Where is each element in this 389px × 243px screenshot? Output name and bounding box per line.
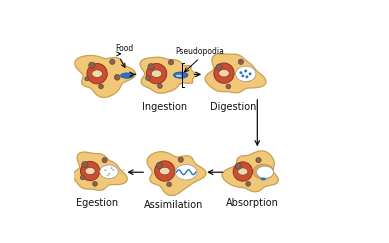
Circle shape: [245, 75, 249, 78]
Circle shape: [167, 182, 172, 187]
Circle shape: [114, 74, 120, 80]
Circle shape: [80, 175, 84, 180]
Polygon shape: [147, 152, 206, 196]
Circle shape: [119, 170, 120, 172]
Ellipse shape: [236, 66, 256, 82]
Circle shape: [82, 161, 88, 168]
Circle shape: [89, 62, 95, 68]
Text: Food: Food: [115, 44, 133, 53]
Circle shape: [249, 72, 252, 75]
Ellipse shape: [238, 168, 248, 175]
Polygon shape: [75, 55, 135, 97]
Ellipse shape: [173, 72, 188, 78]
Ellipse shape: [100, 165, 118, 179]
Text: Digestion: Digestion: [210, 102, 256, 112]
Circle shape: [146, 63, 167, 84]
Ellipse shape: [92, 70, 102, 78]
Circle shape: [102, 157, 107, 163]
Circle shape: [110, 167, 112, 169]
Circle shape: [245, 76, 251, 82]
Text: Ingestion: Ingestion: [142, 102, 187, 112]
Circle shape: [235, 163, 242, 169]
Ellipse shape: [219, 69, 229, 77]
Circle shape: [256, 157, 261, 163]
Circle shape: [238, 59, 244, 64]
Ellipse shape: [257, 166, 273, 178]
Circle shape: [81, 161, 100, 181]
Polygon shape: [140, 57, 195, 93]
Circle shape: [98, 84, 103, 89]
Circle shape: [109, 173, 110, 175]
Circle shape: [233, 162, 252, 181]
Circle shape: [104, 169, 106, 171]
Circle shape: [87, 63, 107, 84]
Circle shape: [216, 64, 222, 70]
Circle shape: [148, 63, 154, 70]
Polygon shape: [205, 54, 266, 93]
Polygon shape: [73, 152, 127, 190]
Ellipse shape: [151, 70, 162, 78]
Circle shape: [121, 173, 123, 174]
Circle shape: [244, 69, 247, 72]
Circle shape: [246, 182, 251, 186]
Circle shape: [214, 63, 234, 83]
Circle shape: [178, 157, 183, 162]
Circle shape: [156, 162, 163, 169]
Ellipse shape: [85, 167, 95, 175]
Circle shape: [168, 60, 174, 65]
Circle shape: [107, 174, 109, 176]
Circle shape: [110, 59, 115, 64]
Circle shape: [145, 76, 150, 80]
Text: Assimilation: Assimilation: [144, 200, 204, 210]
Circle shape: [226, 84, 231, 89]
Ellipse shape: [175, 165, 197, 180]
Ellipse shape: [159, 167, 170, 175]
Ellipse shape: [121, 73, 133, 78]
Circle shape: [155, 161, 175, 181]
Circle shape: [241, 74, 244, 77]
Circle shape: [112, 169, 114, 171]
Text: Absorption: Absorption: [226, 198, 279, 208]
Circle shape: [185, 174, 191, 180]
Polygon shape: [222, 151, 278, 192]
Circle shape: [85, 77, 89, 81]
Circle shape: [240, 71, 242, 74]
Text: Egestion: Egestion: [76, 198, 118, 208]
Ellipse shape: [253, 164, 273, 179]
Circle shape: [158, 84, 162, 88]
Ellipse shape: [176, 75, 182, 77]
Circle shape: [93, 182, 97, 186]
Text: Pseudopodia: Pseudopodia: [175, 47, 224, 56]
Circle shape: [123, 169, 124, 171]
Ellipse shape: [261, 178, 266, 181]
